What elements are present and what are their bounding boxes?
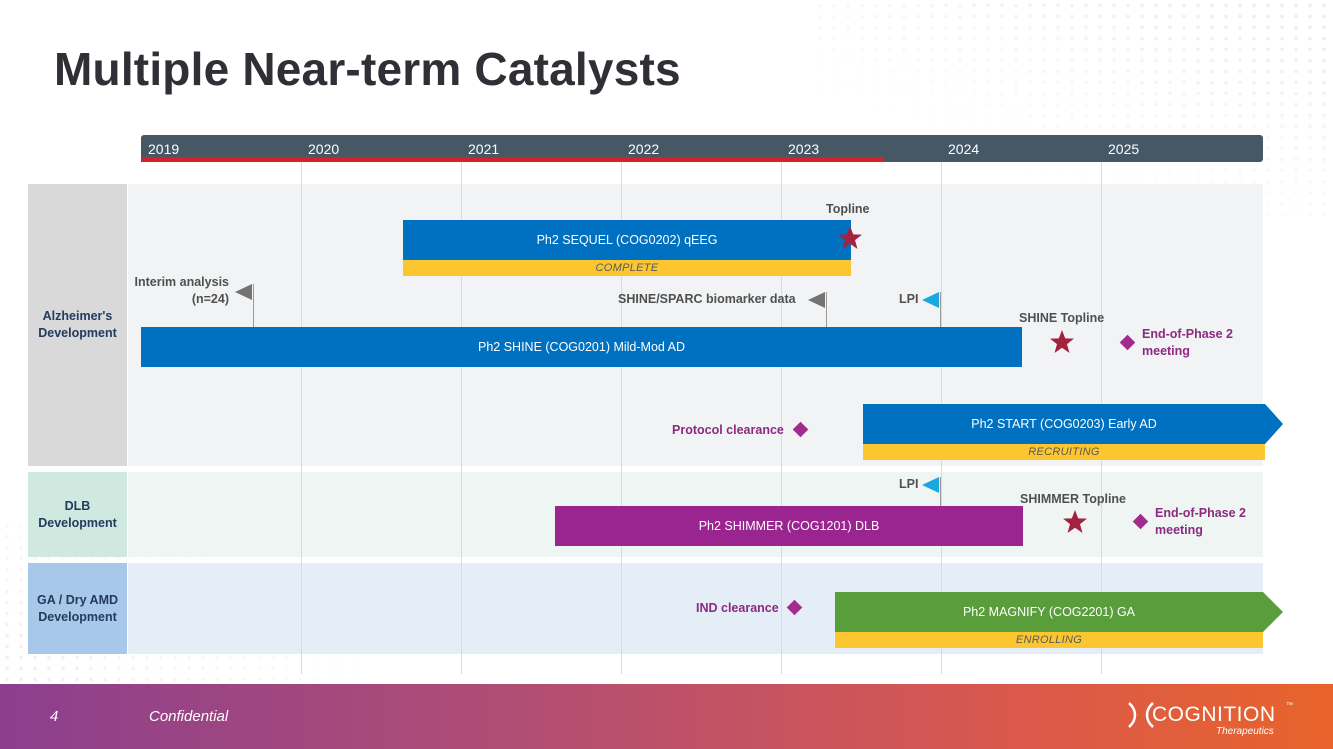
status-bar-sequel: COMPLETE xyxy=(403,260,851,276)
milestone-label-interim: Interim analysis (n=24) xyxy=(128,274,230,308)
program-bar-shimmer: Ph2 SHIMMER (COG1201) DLB xyxy=(555,506,1023,546)
row-label-dlb: DLB Development xyxy=(28,472,127,557)
star-icon xyxy=(838,226,862,249)
status-bar-start: RECRUITING xyxy=(863,444,1265,460)
row-label-line: GA / Dry AMD xyxy=(36,592,119,607)
program-bar-sequel: Ph2 SEQUEL (COG0202) qEEG xyxy=(403,220,851,260)
year-label: 2025 xyxy=(1108,141,1140,157)
year-label: 2021 xyxy=(468,141,500,157)
row-label-line: DLB xyxy=(64,498,91,513)
milestone-label-line: End-of-Phase 2 xyxy=(1142,327,1233,341)
row-label-line: Development xyxy=(38,515,117,530)
star-icon xyxy=(1050,330,1074,353)
program-arrow-magnify xyxy=(835,592,1283,632)
row-label-line: Alzheimer's xyxy=(42,309,113,323)
year-label: 2022 xyxy=(628,141,660,157)
decorative-dot-pattern xyxy=(813,0,1333,220)
star-icon xyxy=(1063,510,1087,533)
year-gridline xyxy=(781,162,782,674)
milestone-label-lpi: LPI xyxy=(899,477,919,491)
year-gridline xyxy=(461,162,462,674)
milestone-label-ind-clearance: IND clearance xyxy=(696,601,779,615)
year-label: 2024 xyxy=(948,141,980,157)
milestone-label-topline: Topline xyxy=(826,202,870,216)
milestone-label-biomarker: SHINE/SPARC biomarker data xyxy=(618,292,796,306)
logo-wordmark: COGNITION xyxy=(1152,703,1276,726)
triangle-marker-icon xyxy=(808,292,825,308)
year-label: 2019 xyxy=(148,141,180,157)
marker-connector xyxy=(940,292,941,327)
program-bar-shine: Ph2 SHINE (COG0201) Mild-Mod AD xyxy=(141,327,1022,367)
milestone-label-line: End-of-Phase 2 xyxy=(1155,506,1246,520)
year-label: 2023 xyxy=(788,141,820,157)
row-label-alzheimers: Alzheimer's Development xyxy=(28,184,127,466)
year-gridline xyxy=(621,162,622,674)
timeline-today-progress xyxy=(141,157,884,162)
milestone-label-line: meeting xyxy=(1155,523,1203,537)
x-logo-icon xyxy=(1128,702,1154,728)
triangle-marker-icon xyxy=(922,477,939,493)
milestone-label-line: Interim analysis xyxy=(134,275,230,289)
milestone-label-eop2-dlb: End-of-Phase 2 meeting xyxy=(1155,505,1246,539)
program-label-start: Ph2 START (COG0203) Early AD xyxy=(971,417,1157,431)
program-label-magnify: Ph2 MAGNIFY (COG2201) GA xyxy=(962,605,1136,619)
triangle-marker-icon xyxy=(235,284,252,300)
page-number: 4 xyxy=(50,708,59,725)
logo-subtitle: Therapeutics xyxy=(1216,726,1274,737)
milestone-label-protocol-clearance: Protocol clearance xyxy=(672,423,784,437)
row-label-line: Development xyxy=(38,609,117,624)
marker-connector xyxy=(826,292,827,327)
row-label-ga: GA / Dry AMD Development xyxy=(28,563,127,654)
milestone-label-shimmer-topline: SHIMMER Topline xyxy=(1020,492,1127,506)
milestone-label-shine-topline: SHINE Topline xyxy=(1019,311,1105,325)
footer-bar xyxy=(0,684,1333,749)
logo-trademark: ™ xyxy=(1286,702,1293,709)
triangle-marker-icon xyxy=(922,292,939,308)
marker-connector xyxy=(253,284,254,327)
row-label-line: Development xyxy=(38,326,117,340)
milestone-label-lpi: LPI xyxy=(899,292,919,306)
program-arrow-start xyxy=(863,404,1283,444)
milestone-label-eop2-ad: End-of-Phase 2 meeting xyxy=(1142,326,1233,360)
confidential-label: Confidential xyxy=(149,708,229,725)
page-title: Multiple Near-term Catalysts xyxy=(54,43,681,95)
milestone-label-line: meeting xyxy=(1142,344,1190,358)
year-gridline xyxy=(301,162,302,674)
milestone-label-line: (n=24) xyxy=(191,292,229,306)
year-label: 2020 xyxy=(308,141,340,157)
status-bar-magnify: ENROLLING xyxy=(835,632,1263,648)
marker-connector xyxy=(940,477,941,506)
